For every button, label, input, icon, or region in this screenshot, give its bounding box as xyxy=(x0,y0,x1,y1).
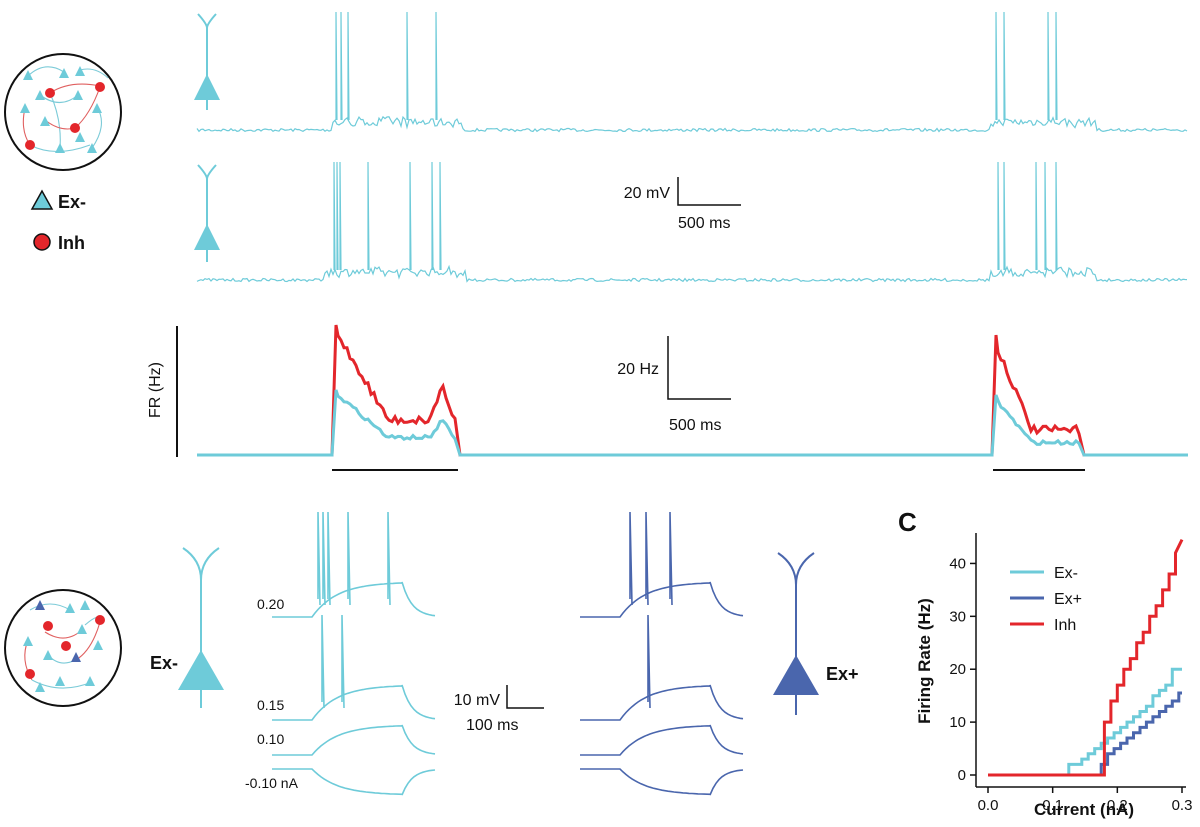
ex-neuron-icon xyxy=(55,143,65,153)
series-line-ex-plus xyxy=(988,691,1182,777)
y-axis-ticks: 0 10 20 30 40 xyxy=(949,555,976,784)
action-potential-spike xyxy=(321,614,325,709)
x-tick-label: 0.0 xyxy=(978,797,999,814)
x-tick-label: 0.2 xyxy=(1107,797,1128,814)
ex-neuron-icon xyxy=(40,116,50,126)
action-potential-spike xyxy=(645,511,649,606)
ex-triangle-icon xyxy=(30,189,54,210)
legend-inh-label: Inh xyxy=(58,233,85,253)
ex-neuron-icon xyxy=(75,66,85,76)
rate-scale-bar: 20 Hz 500 ms xyxy=(617,336,731,434)
legend-entry-label: Ex- xyxy=(1054,565,1078,582)
ex-minus-label: Ex- xyxy=(150,653,178,673)
ex-neuron-icon xyxy=(59,68,69,78)
ex-plus-pyramidal-icon xyxy=(773,655,819,695)
y-axis-label: Firing Rate (Hz) xyxy=(915,598,934,724)
step-response-trace xyxy=(272,724,436,756)
legend-ex-label: Ex- xyxy=(58,192,86,212)
pyramidal-neuron-icon xyxy=(194,224,220,250)
inh-neuron-icon xyxy=(95,82,105,92)
ex-minus-pyramidal-icon xyxy=(178,650,224,690)
y-tick-label: 20 xyxy=(949,661,966,678)
y-tick-label: 0 xyxy=(958,767,966,784)
ex-firing-rate-trace xyxy=(197,389,1188,457)
series-line-inh xyxy=(988,538,1184,777)
x-axis-label: Current (nA) xyxy=(1034,800,1134,819)
ex-plus-current-step-traces xyxy=(580,511,744,796)
step-response-trace xyxy=(272,768,436,796)
x-axis-ticks: 0.0 0.1 0.2 0.3 xyxy=(978,787,1193,814)
network-schematic-bottom xyxy=(4,589,122,707)
ex-plus-neuron-diagram: Ex+ xyxy=(773,552,859,715)
chart-axes xyxy=(975,533,1186,788)
y-tick-label: 40 xyxy=(949,555,966,572)
ex-neuron-icon xyxy=(23,70,33,80)
series-line-ex-minus xyxy=(988,667,1182,777)
voltage-scale-time: 500 ms xyxy=(678,215,730,232)
action-potential-spike xyxy=(341,614,345,709)
chart-legend: Ex- Ex+ Inh xyxy=(1010,565,1082,634)
panel-c-letter: C xyxy=(898,507,917,537)
action-potential-spike xyxy=(647,614,651,709)
inh-neuron-icon xyxy=(70,123,80,133)
current-level-label: 0.15 xyxy=(257,697,284,713)
step-response-trace xyxy=(272,581,436,618)
ex-plus-label: Ex+ xyxy=(826,664,859,684)
ex-neuron-icon xyxy=(73,90,83,100)
x-tick-label: 0.1 xyxy=(1042,797,1063,814)
action-potential-spike xyxy=(322,511,326,606)
ex-neuron-icon xyxy=(87,143,97,153)
chart-series xyxy=(988,538,1184,777)
current-level-label: -0.10 nA xyxy=(245,775,299,791)
rate-scale-time: 500 ms xyxy=(669,417,721,434)
voltage-scale-bar: 20 mV 500 ms xyxy=(624,177,741,232)
action-potential-spike xyxy=(387,511,391,606)
inh-neuron-icon xyxy=(25,140,35,150)
trace-neuron-icon-2 xyxy=(194,164,220,262)
step-scale-value: 10 mV xyxy=(454,692,501,709)
action-potential-spike xyxy=(669,511,673,606)
y-tick-label: 10 xyxy=(949,714,966,731)
membrane-voltage-trace-1 xyxy=(196,11,1188,133)
ex-neuron-icon xyxy=(75,132,85,142)
ex-neuron-icon xyxy=(92,103,102,113)
y-tick-label: 30 xyxy=(949,608,966,625)
fi-curve-chart: 0.0 0.1 0.2 0.3 0 10 20 30 40 Ex- Ex+ Inh Current… xyxy=(915,533,1192,819)
rate-scale-value: 20 Hz xyxy=(617,361,659,378)
ex-minus-current-step-traces xyxy=(272,511,436,796)
network-boundary-circle xyxy=(4,589,122,707)
ex-neuron-icon xyxy=(20,103,30,113)
step-response-trace xyxy=(580,768,744,796)
voltage-scale-value: 20 mV xyxy=(624,185,671,202)
ex-neuron-icon xyxy=(35,90,45,100)
cell-type-legend: Ex- Inh xyxy=(30,189,86,253)
network-neurons xyxy=(20,66,105,153)
legend-entry-label: Inh xyxy=(1054,617,1076,634)
network-boundary-circle xyxy=(4,53,122,171)
legend-entry-label: Ex+ xyxy=(1054,591,1082,608)
x-tick-label: 0.3 xyxy=(1172,797,1193,814)
ex-minus-neuron-diagram: Ex- xyxy=(150,547,224,708)
step-scale-bar: 10 mV 100 ms xyxy=(454,685,544,734)
action-potential-spike xyxy=(327,511,331,606)
step-response-trace xyxy=(580,724,744,756)
inh-neuron-icon xyxy=(45,88,55,98)
pyramidal-neuron-icon xyxy=(194,74,220,100)
membrane-voltage-trace-2 xyxy=(196,161,1188,283)
step-scale-time: 100 ms xyxy=(466,717,518,734)
fr-axis-label: FR (Hz) xyxy=(147,362,164,418)
current-level-label: 0.10 xyxy=(257,731,284,747)
network-schematic-top xyxy=(4,53,122,171)
action-potential-spike xyxy=(347,511,351,606)
action-potential-spike xyxy=(629,511,633,606)
step-response-trace xyxy=(272,684,436,721)
current-level-label: 0.20 xyxy=(257,596,284,612)
trace-neuron-icon-1 xyxy=(194,13,220,110)
action-potential-spike xyxy=(317,511,321,606)
step-response-trace xyxy=(580,684,744,721)
inh-circle-icon xyxy=(33,233,51,251)
inh-firing-rate-trace xyxy=(197,324,1188,457)
step-response-trace xyxy=(580,581,744,618)
